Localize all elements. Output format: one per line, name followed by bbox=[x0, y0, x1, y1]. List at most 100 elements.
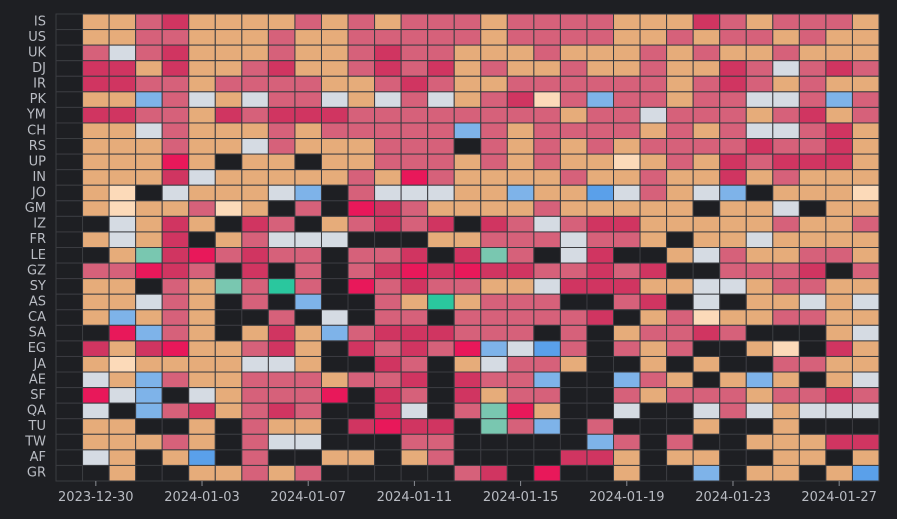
row-label-GR: GR bbox=[27, 466, 46, 481]
heatmap-cell-PK-2024-01-28 bbox=[851, 91, 880, 108]
heatmap-cell-IN-2024-01-25 bbox=[772, 169, 800, 186]
heatmap-cell-GZ-2024-01-09 bbox=[347, 262, 376, 280]
heatmap-cell-IN-2024-01-01 bbox=[135, 169, 163, 186]
heatmap-cell-SY-2024-01-04 bbox=[214, 278, 243, 295]
heatmap-cell-AS-2023-12-31 bbox=[108, 293, 137, 311]
heatmap-cell-DJ-2024-01-05 bbox=[241, 60, 269, 77]
heatmap-cell-GZ-2024-01-02 bbox=[161, 262, 190, 280]
heatmap-cell-GR-2024-01-08 bbox=[320, 464, 349, 482]
heatmap-cell-SA-2024-01-07 bbox=[294, 324, 322, 342]
heatmap-cell-QA-2024-01-06 bbox=[267, 402, 296, 420]
heatmap-cell-DJ-2024-01-04 bbox=[214, 60, 243, 77]
heatmap-cell-GZ-2023-12-31 bbox=[108, 262, 137, 280]
heatmap-cell-UP-2024-01-09 bbox=[347, 153, 376, 171]
heatmap-cell-UP-2024-01-01 bbox=[135, 153, 163, 171]
heatmap-cell-TW-2024-01-15 bbox=[506, 433, 535, 451]
heatmap-cell-IZ-2024-01-20 bbox=[639, 215, 668, 233]
heatmap-cell-UK-2024-01-18 bbox=[586, 44, 615, 62]
heatmap-cell-JO-2024-01-25 bbox=[772, 184, 800, 202]
heatmap-cell-IN-2024-01-19 bbox=[613, 169, 641, 186]
heatmap-cell-FR-2024-01-02 bbox=[161, 231, 190, 248]
heatmap-cell-US-2024-01-14 bbox=[480, 29, 508, 46]
heatmap-cell-IN-2024-01-17 bbox=[559, 169, 588, 186]
heatmap-cell-UP-2024-01-23 bbox=[719, 153, 747, 171]
heatmap-cell-YM-2024-01-21 bbox=[666, 106, 694, 124]
heatmap-cell-UK-2024-01-10 bbox=[374, 44, 402, 62]
heatmap-cell-JO-2024-01-26 bbox=[798, 184, 827, 202]
heatmap-cell-GR-2024-01-04 bbox=[214, 464, 243, 482]
heatmap-cell-SA-2024-01-24 bbox=[745, 324, 774, 342]
heatmap-cell-GZ-2024-01-24 bbox=[745, 262, 774, 280]
heatmap-cell-CA-2024-01-03 bbox=[188, 309, 216, 326]
heatmap-cell-EG-2024-01-21 bbox=[666, 340, 694, 357]
heatmap-cell-IS-2024-01-23 bbox=[719, 13, 747, 31]
heatmap-cell-SF-2023-12-29 bbox=[55, 387, 84, 404]
x-tick-label-2024-01-19: 2024-01-19 bbox=[589, 490, 665, 505]
heatmap-cell-UP-2024-01-25 bbox=[772, 153, 800, 171]
heatmap-cell-IS-2024-01-10 bbox=[374, 13, 402, 31]
heatmap-cell-SY-2024-01-06 bbox=[267, 278, 296, 295]
heatmap-cell-IS-2024-01-06 bbox=[267, 13, 296, 31]
heatmap-cell-AS-2024-01-22 bbox=[692, 293, 721, 311]
heatmap-cell-GM-2024-01-12 bbox=[427, 200, 455, 217]
heatmap-cell-QA-2023-12-29 bbox=[55, 402, 84, 420]
heatmap-cell-YM-2023-12-29 bbox=[55, 106, 84, 124]
heatmap-cell-LE-2024-01-20 bbox=[639, 247, 668, 264]
x-tick-label-2024-01-11: 2024-01-11 bbox=[377, 490, 453, 505]
heatmap-cell-SY-2024-01-14 bbox=[480, 278, 508, 295]
heatmap-cell-IZ-2024-01-11 bbox=[400, 215, 429, 233]
heatmap-cell-AS-2024-01-01 bbox=[135, 293, 163, 311]
heatmap-cell-JA-2024-01-13 bbox=[453, 355, 482, 373]
heatmap-cell-JA-2024-01-24 bbox=[745, 355, 774, 373]
row-label-UP: UP bbox=[29, 154, 47, 169]
heatmap-cell-TW-2024-01-20 bbox=[639, 433, 668, 451]
heatmap-cell-TW-2023-12-29 bbox=[55, 433, 84, 451]
row-label-FR: FR bbox=[29, 232, 46, 247]
heatmap-cell-AE-2024-01-02 bbox=[161, 371, 190, 389]
heatmap-cell-IN-2024-01-10 bbox=[374, 169, 402, 186]
heatmap-cell-DJ-2024-01-18 bbox=[586, 60, 615, 77]
heatmap-cell-IN-2024-01-04 bbox=[214, 169, 243, 186]
row-label-IN: IN bbox=[32, 170, 46, 185]
heatmap-cell-IR-2023-12-31 bbox=[108, 75, 137, 93]
heatmap-cell-QA-2024-01-17 bbox=[559, 402, 588, 420]
x-tick-label-2023-12-30: 2023-12-30 bbox=[58, 490, 134, 505]
heatmap-cell-GZ-2024-01-14 bbox=[480, 262, 508, 280]
heatmap-cell-IR-2024-01-16 bbox=[533, 75, 561, 93]
heatmap-cell-US-2024-01-24 bbox=[745, 29, 774, 46]
heatmap-cell-IN-2024-01-21 bbox=[666, 169, 694, 186]
heatmap-cell-PK-2024-01-16 bbox=[533, 91, 561, 108]
heatmap-cell-YM-2024-01-27 bbox=[825, 106, 853, 124]
heatmap-cell-EG-2023-12-30 bbox=[82, 340, 110, 357]
heatmap-cell-AE-2024-01-11 bbox=[400, 371, 429, 389]
heatmap-cell-TW-2024-01-13 bbox=[453, 433, 482, 451]
heatmap-cell-UK-2024-01-05 bbox=[241, 44, 269, 62]
heatmap-cell-JA-2024-01-20 bbox=[639, 355, 668, 373]
heatmap-cell-GR-2024-01-01 bbox=[135, 464, 163, 482]
heatmap-cell-UK-2024-01-04 bbox=[214, 44, 243, 62]
heatmap-cell-IR-2024-01-21 bbox=[666, 75, 694, 93]
heatmap-cell-CH-2024-01-15 bbox=[506, 122, 535, 140]
heatmap-cell-CH-2024-01-14 bbox=[480, 122, 508, 140]
heatmap-cell-PK-2024-01-27 bbox=[825, 91, 853, 108]
heatmap-cell-AE-2024-01-22 bbox=[692, 371, 721, 389]
heatmap-cell-CA-2024-01-13 bbox=[453, 309, 482, 326]
heatmap-cell-IR-2024-01-18 bbox=[586, 75, 615, 93]
heatmap-cell-JA-2024-01-25 bbox=[772, 355, 800, 373]
heatmap-cell-IZ-2024-01-15 bbox=[506, 215, 535, 233]
heatmap-cell-YM-2024-01-24 bbox=[745, 106, 774, 124]
heatmap-cell-SA-2023-12-30 bbox=[82, 324, 110, 342]
heatmap-cell-IZ-2024-01-12 bbox=[427, 215, 455, 233]
heatmap-cell-PK-2024-01-20 bbox=[639, 91, 668, 108]
heatmap-cell-TU-2024-01-17 bbox=[559, 418, 588, 435]
heatmap-cell-JO-2024-01-18 bbox=[586, 184, 615, 202]
heatmap-cell-EG-2024-01-08 bbox=[320, 340, 349, 357]
heatmap-cell-IN-2024-01-09 bbox=[347, 169, 376, 186]
heatmap-cell-US-2024-01-10 bbox=[374, 29, 402, 46]
heatmap-cell-TU-2023-12-29 bbox=[55, 418, 84, 435]
heatmap-cell-LE-2024-01-08 bbox=[320, 247, 349, 264]
heatmap-cell-IR-2024-01-25 bbox=[772, 75, 800, 93]
heatmap-cell-AF-2024-01-21 bbox=[666, 449, 694, 466]
heatmap-cell-TW-2024-01-16 bbox=[533, 433, 561, 451]
heatmap-cell-LE-2024-01-10 bbox=[374, 247, 402, 264]
